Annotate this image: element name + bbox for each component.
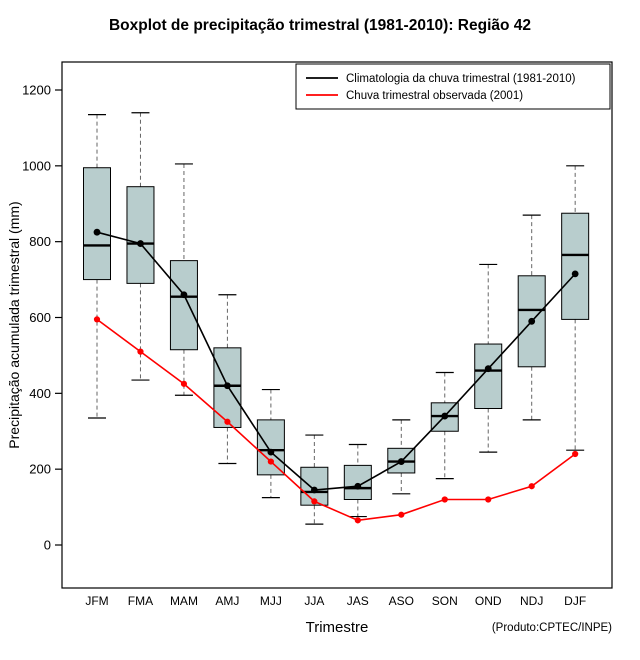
series-point-1-MJJ — [267, 458, 274, 465]
legend-label-1: Chuva trimestral observada (2001) — [346, 90, 523, 102]
series-point-0-JAS — [354, 482, 362, 490]
x-category-label-NDJ: NDJ — [520, 594, 543, 608]
x-category-label-JFM: JFM — [85, 594, 108, 608]
box-JAS — [343, 464, 372, 500]
series-point-1-OND — [485, 496, 492, 503]
series-point-0-DJF — [571, 270, 579, 278]
series-point-1-FMA — [137, 348, 144, 355]
series-point-1-JAS — [354, 517, 361, 524]
series-point-0-JFM — [93, 228, 101, 236]
x-category-label-DJF: DJF — [564, 594, 586, 608]
y-tick-label: 0 — [44, 538, 51, 553]
x-category-label-FMA: FMA — [128, 594, 153, 608]
y-tick-label: 600 — [29, 310, 51, 325]
series-point-1-JFM — [93, 316, 101, 323]
y-tick-label: 200 — [29, 462, 51, 477]
x-category-label-OND: OND — [475, 594, 502, 608]
box-MJJ — [256, 419, 285, 476]
x-category-label-AMJ: AMJ — [215, 594, 239, 608]
series-point-1-SON — [441, 496, 448, 503]
x-category-label-ASO: ASO — [389, 594, 414, 608]
y-tick-label: 1000 — [22, 158, 51, 173]
box-MAM — [169, 260, 198, 351]
series-point-0-FMA — [137, 240, 144, 247]
series-point-0-MAM — [180, 291, 188, 299]
plot-border — [61, 61, 613, 589]
box-FMA — [126, 186, 155, 284]
legend-box — [295, 63, 611, 110]
series-point-0-NDJ — [528, 317, 536, 325]
series-point-1-MAM — [180, 380, 188, 387]
series-point-0-MJJ — [267, 448, 275, 456]
box-JFM — [83, 167, 111, 281]
x-category-label-MJJ: MJJ — [260, 594, 282, 608]
box-OND — [474, 343, 503, 409]
chart-title: Boxplot de precipitação trimestral (1981… — [108, 17, 532, 34]
series-point-1-JJA — [311, 498, 318, 505]
x-category-label-JAS: JAS — [347, 594, 369, 608]
y-tick-label: 1200 — [22, 83, 51, 98]
series-line-0 — [96, 231, 576, 491]
series-point-0-AMJ — [224, 382, 231, 390]
x-category-label-MAM: MAM — [170, 594, 198, 608]
box-DJF — [561, 212, 590, 320]
series-line-1 — [96, 318, 576, 522]
series-point-0-OND — [484, 365, 492, 373]
x-category-label-JJA: JJA — [304, 594, 324, 608]
series-point-1-NDJ — [528, 483, 535, 490]
product-annotation: (Produto:CPTEC/INPE) — [491, 622, 612, 634]
series-point-1-AMJ — [224, 418, 231, 425]
series-point-0-JJA — [310, 486, 318, 494]
legend-label-0: Climatologia da chuva trimestral (1981-2… — [346, 73, 576, 85]
x-axis-label: Trimestre — [305, 619, 369, 636]
series-point-1-ASO — [398, 511, 405, 518]
series-point-0-SON — [441, 412, 449, 420]
series-point-0-ASO — [397, 458, 405, 465]
y-tick-label: 800 — [29, 234, 51, 249]
series-point-1-DJF — [572, 450, 579, 458]
y-tick-label: 400 — [29, 386, 51, 401]
x-category-label-SON: SON — [432, 594, 458, 608]
